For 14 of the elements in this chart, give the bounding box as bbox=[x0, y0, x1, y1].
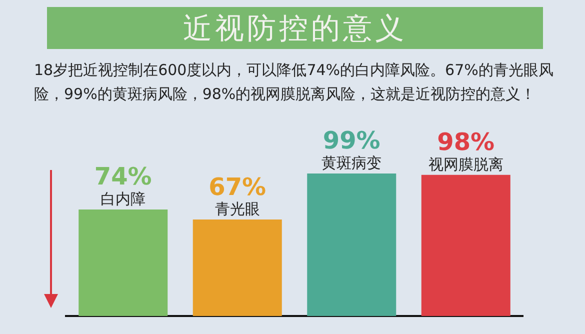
bar bbox=[192, 220, 282, 316]
bar bbox=[307, 173, 396, 316]
x-tick-label: 青光眼 bbox=[214, 200, 260, 218]
x-tick-label: 视网膜脱离 bbox=[428, 155, 504, 174]
data-label: 99% bbox=[322, 126, 380, 155]
x-tick-label: 白内障 bbox=[100, 190, 146, 208]
bar bbox=[78, 209, 168, 316]
chart-subtitle: 18岁把近视控制在600度以内，可以降低74%的白内障风险。67%的青光眼风险，99%的黄斑病风险，98%的视网膜脱离风险，这就是近视防控的意义！ bbox=[34, 60, 554, 105]
bar bbox=[421, 174, 510, 316]
data-label: 74% bbox=[94, 162, 152, 191]
x-tick-label: 黄斑病变 bbox=[322, 154, 382, 172]
data-label: 98% bbox=[437, 128, 495, 156]
data-label: 67% bbox=[208, 172, 266, 201]
chart-title: 近视防控的意义 bbox=[47, 7, 543, 49]
